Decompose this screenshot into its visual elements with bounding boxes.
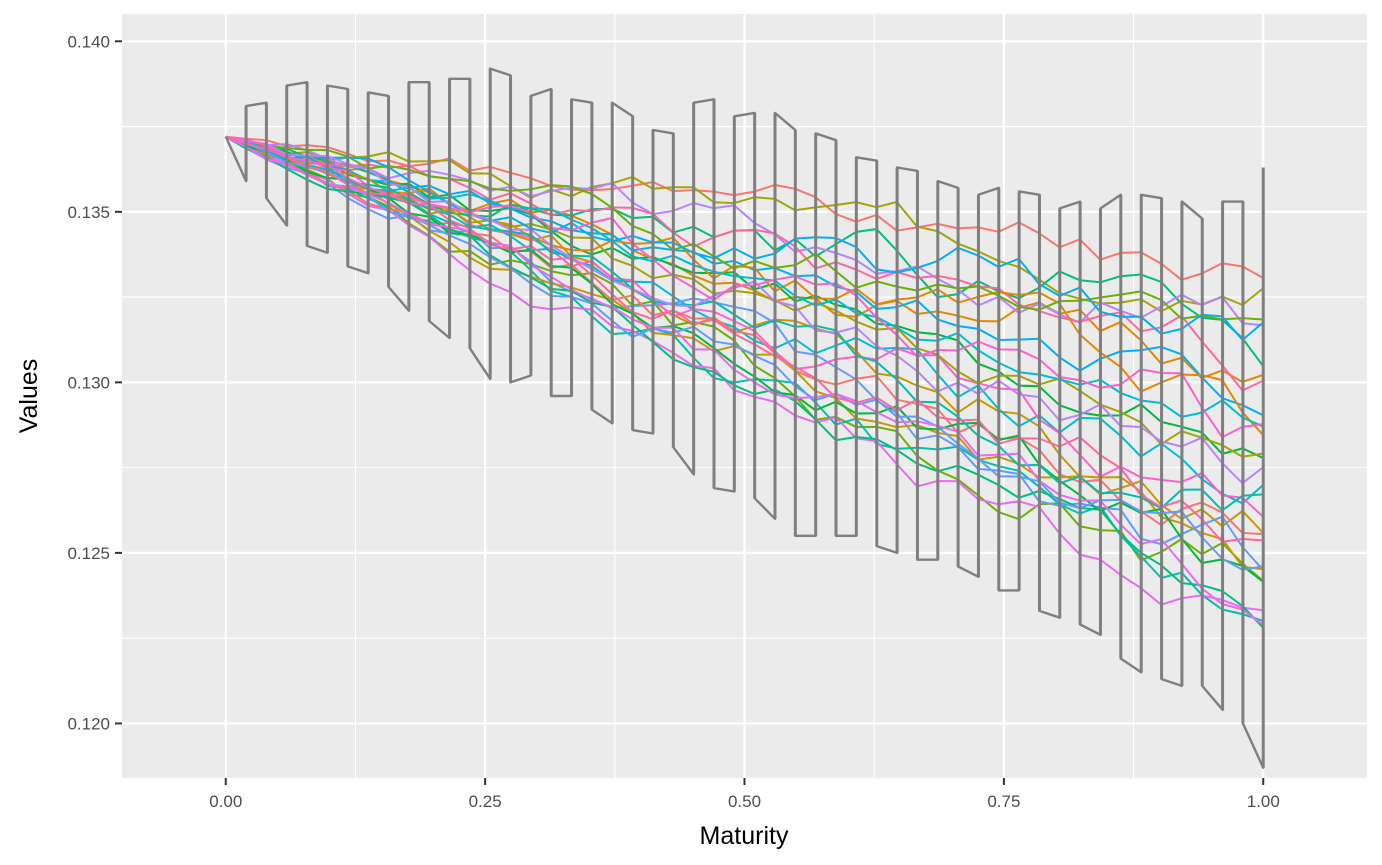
series-line <box>225 135 1263 327</box>
series-line <box>225 135 1264 281</box>
x-tick-label: 0.50 <box>728 792 761 811</box>
series-line <box>225 135 1263 458</box>
series-line <box>225 135 1263 612</box>
y-axis-title: Values <box>15 359 43 434</box>
grid-major <box>122 14 1367 778</box>
y-tick-label: 0.125 <box>67 544 110 563</box>
x-tick-label: 0.25 <box>469 792 502 811</box>
y-axis: 0.120 0.125 0.130 0.135 0.140 <box>67 32 122 733</box>
series-line <box>225 135 1264 383</box>
y-tick-label: 0.135 <box>67 203 110 222</box>
series-line <box>225 135 1263 571</box>
series-line <box>225 135 1264 626</box>
y-tick-label: 0.130 <box>67 373 110 392</box>
series-line <box>225 135 1264 436</box>
x-tick-label: 1.00 <box>1247 792 1280 811</box>
y-tick-label: 0.120 <box>67 714 110 733</box>
x-tick-label: 0.00 <box>209 792 242 811</box>
series-line <box>225 135 1263 543</box>
x-axis-title: Maturity <box>700 822 789 850</box>
series-layer <box>225 135 1264 629</box>
series-line <box>225 135 1263 439</box>
y-tick-label: 0.140 <box>67 32 110 51</box>
series-line <box>225 135 1263 512</box>
series-line <box>225 135 1264 583</box>
x-axis: 0.00 0.25 0.50 0.75 1.00 <box>209 778 1280 811</box>
series-line <box>225 135 1264 428</box>
band-layer <box>224 67 1265 769</box>
x-tick-label: 0.75 <box>987 792 1020 811</box>
series-line <box>225 135 1264 341</box>
